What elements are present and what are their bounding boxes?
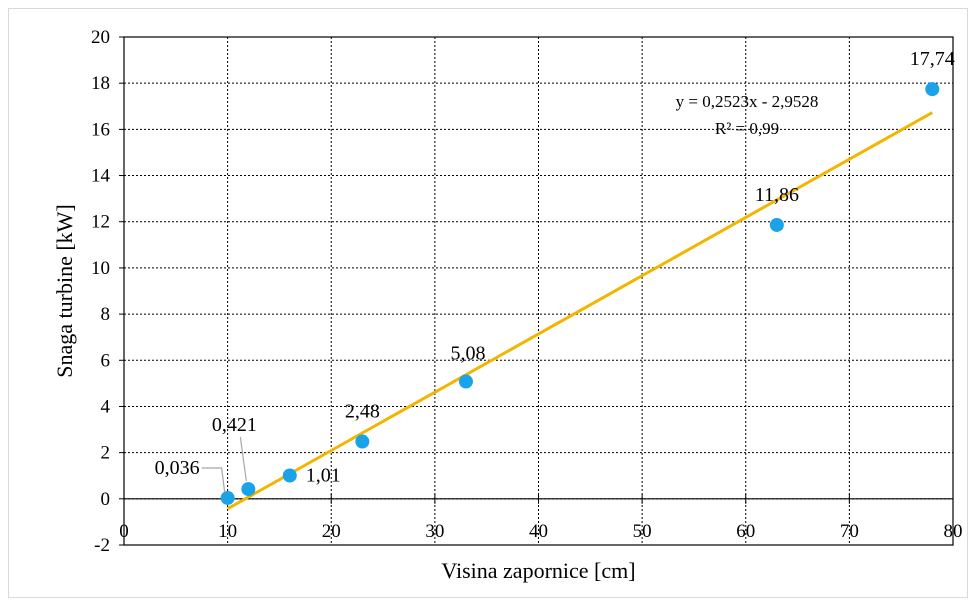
x-tick-label: 60 (736, 521, 755, 542)
trendline-r-squared: R² = 0,99 (715, 119, 779, 138)
data-label: 2,48 (345, 401, 380, 423)
data-point (458, 374, 473, 389)
y-tick-label: 20 (91, 27, 110, 48)
data-point (769, 217, 784, 232)
x-tick-label: 20 (322, 521, 341, 542)
trendline (226, 111, 934, 511)
plot-border (123, 36, 954, 546)
x-axis-title: Visina zapornice [cm] (441, 558, 635, 583)
x-tick-label: 40 (529, 521, 548, 542)
data-point (220, 490, 235, 505)
data-label: 0,036 (155, 457, 200, 479)
x-tick-label: 30 (425, 521, 444, 542)
data-point (925, 82, 940, 97)
data-label: 0,421 (212, 414, 257, 436)
data-point (241, 482, 256, 497)
y-tick-label: 6 (101, 350, 111, 371)
label-leader-line (239, 437, 247, 482)
label-leader-line (201, 467, 226, 493)
y-tick-label: 4 (101, 396, 111, 417)
chart-frame (8, 8, 968, 598)
x-tick-label: 70 (840, 521, 859, 542)
y-tick-label: 18 (91, 73, 110, 94)
y-tick-label: 16 (91, 119, 110, 140)
y-tick-label: 12 (91, 212, 110, 233)
x-tick-label: 50 (633, 521, 652, 542)
y-tick-label: 2 (101, 443, 111, 464)
data-label: 17,74 (910, 48, 955, 70)
y-tick-label: 14 (91, 166, 111, 187)
trendline-line (226, 111, 934, 511)
y-tick-label: -2 (94, 535, 110, 556)
data-label: 1,01 (306, 464, 341, 486)
x-tick-label: 10 (218, 521, 237, 542)
y-tick-label: 10 (91, 258, 110, 279)
data-points (220, 82, 940, 505)
data-label: 11,86 (755, 184, 799, 206)
trendline-equation: y = 0,2523x - 2,9528 (676, 92, 819, 111)
gridlines (123, 36, 954, 546)
data-label: 5,08 (450, 343, 485, 365)
y-tick-label: 0 (101, 489, 111, 510)
y-tick-label: 8 (101, 304, 111, 325)
data-labels: 0,036 0,421 1,01 2,48 5,08 11,86 17,74 (155, 48, 955, 493)
data-point (282, 468, 297, 483)
data-point (355, 434, 370, 449)
y-axis-title: Snaga turbine [kW] (52, 204, 77, 378)
